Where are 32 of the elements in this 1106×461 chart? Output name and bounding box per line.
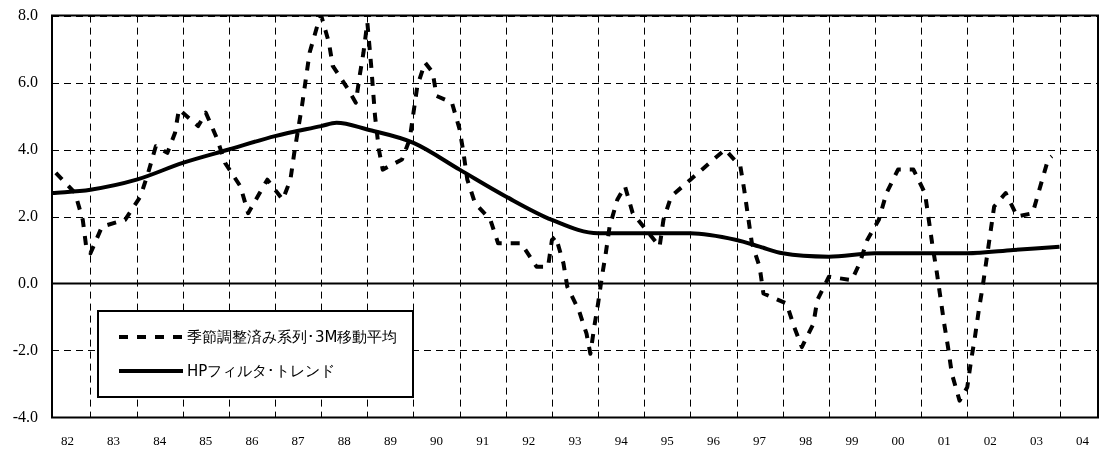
x-tick-label: 88 bbox=[337, 432, 351, 448]
x-tick-label: 01 bbox=[937, 432, 951, 448]
x-tick-label: 86 bbox=[245, 432, 259, 448]
x-tick-label: 92 bbox=[522, 432, 536, 448]
x-tick-label: 98 bbox=[799, 432, 813, 448]
x-tick-label: 83 bbox=[107, 432, 121, 448]
y-tick-label: 8.0 bbox=[18, 5, 38, 23]
x-tick-label: 04 bbox=[1076, 432, 1090, 448]
x-tick-label: 97 bbox=[753, 432, 767, 448]
x-tick-label: 89 bbox=[383, 432, 397, 448]
x-tick-label: 95 bbox=[660, 432, 674, 448]
legend-label: HPフィルタ･トレンド bbox=[187, 361, 336, 381]
y-tick-label: 0.0 bbox=[18, 273, 38, 291]
x-tick-label: 03 bbox=[1029, 432, 1043, 448]
x-tick-label: 00 bbox=[891, 432, 905, 448]
x-tick-label: 99 bbox=[845, 432, 859, 448]
x-tick-label: 90 bbox=[430, 432, 444, 448]
legend-label: 季節調整済み系列･3M移動平均 bbox=[187, 327, 398, 347]
x-tick-label: 87 bbox=[291, 432, 306, 448]
x-tick-label: 02 bbox=[983, 432, 997, 448]
x-tick-label: 94 bbox=[614, 432, 629, 448]
x-tick-label: 84 bbox=[153, 432, 167, 448]
x-tick-label: 91 bbox=[476, 432, 490, 448]
x-tick-label: 85 bbox=[199, 432, 213, 448]
x-tick-label: 93 bbox=[568, 432, 582, 448]
y-tick-label: -4.0 bbox=[12, 407, 38, 425]
y-tick-label: 6.0 bbox=[18, 72, 38, 90]
x-tick-label: 82 bbox=[60, 432, 74, 448]
y-tick-label: -2.0 bbox=[12, 340, 38, 358]
y-tick-label: 4.0 bbox=[18, 139, 38, 157]
y-tick-label: 2.0 bbox=[18, 206, 38, 224]
x-tick-label: 96 bbox=[706, 432, 721, 448]
